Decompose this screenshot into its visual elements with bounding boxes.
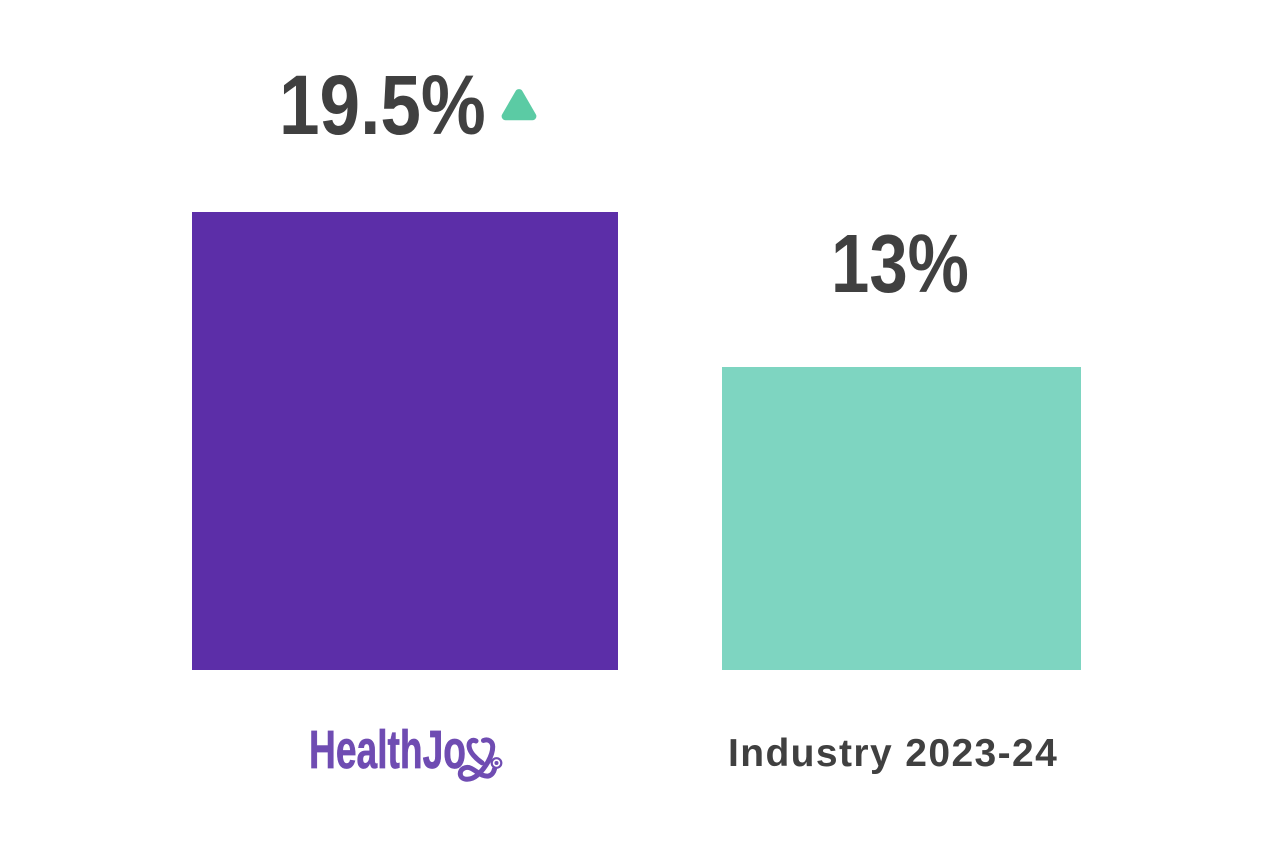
svg-text:HealthJo: HealthJo bbox=[309, 720, 466, 780]
